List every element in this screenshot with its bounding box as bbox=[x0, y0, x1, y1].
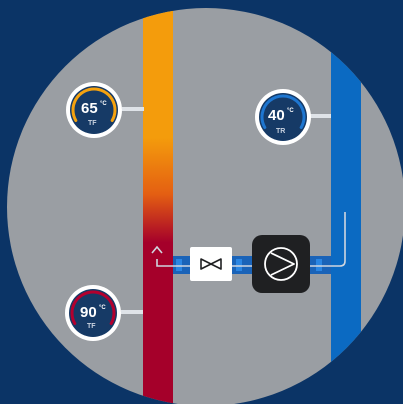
gauge-arc bbox=[260, 94, 306, 129]
gauge-label: TF bbox=[87, 323, 96, 330]
temperature-gauge-return bbox=[255, 89, 311, 145]
circulation-pump-icon bbox=[252, 235, 310, 293]
cold-return-pipe bbox=[331, 8, 361, 404]
gauge-unit: °C bbox=[100, 101, 107, 107]
pipe-connector bbox=[173, 256, 331, 274]
gauge-stem bbox=[121, 310, 143, 314]
gauge-label: TF bbox=[88, 120, 97, 127]
gauge-value: 40 bbox=[268, 107, 285, 124]
arrow-up-icon bbox=[151, 245, 163, 254]
hot-supply-pipe bbox=[143, 8, 173, 404]
gauge-value: 90 bbox=[80, 304, 97, 321]
gauge-stem bbox=[122, 107, 144, 111]
gauge-unit: °C bbox=[99, 305, 106, 311]
temperature-gauge-supply-bottom bbox=[65, 285, 121, 341]
temperature-gauge-supply-top bbox=[66, 82, 122, 138]
gauge-value: 65 bbox=[81, 100, 98, 117]
bowtie-valve-icon bbox=[190, 247, 232, 281]
flow-line bbox=[156, 212, 346, 267]
gauge-arc bbox=[71, 87, 117, 122]
gauge-stem bbox=[309, 114, 331, 118]
gauge-label: TR bbox=[276, 128, 286, 135]
gauge-unit: °C bbox=[287, 108, 294, 114]
gauge-arc bbox=[70, 290, 116, 325]
